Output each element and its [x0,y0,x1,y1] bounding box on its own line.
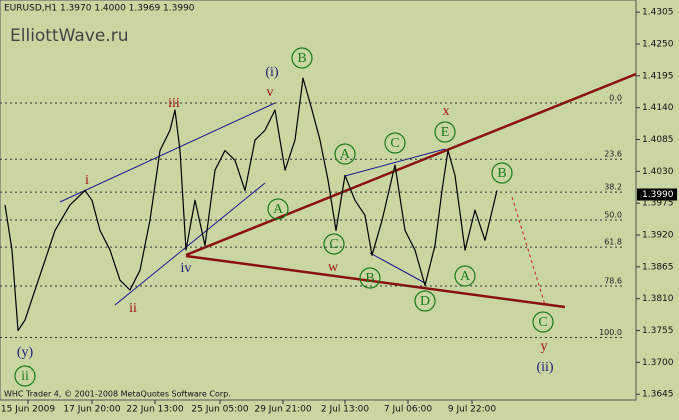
fib-label: 50.0 [604,210,622,219]
x-tick-label: 17 Jun 20:00 [63,405,120,415]
wave-circle [323,233,345,255]
last-price-label: 1.3990 [642,190,674,200]
wave-label: A [340,147,351,162]
wave-label: A [273,202,284,217]
wave-circle [434,121,456,143]
x-tick-label: 7 Jul 06:00 [384,405,433,415]
channel-line [59,102,276,203]
wave-circle [334,143,356,165]
wave-circle [291,47,313,69]
triangle-lower [185,254,566,309]
chart-title: EURUSD,H1 1.3970 1.4000 1.3969 1.3990 [4,4,195,14]
x-tick-label: 15 Jun 2009 [1,405,55,415]
y-tick-label: 1.4140 [642,103,674,113]
wave-label: C [538,315,547,330]
fib-label: 38.2 [604,183,622,192]
watermark: ElliottWave.ru [10,26,128,46]
x-tick-label: 2 Jul 13:00 [321,405,370,415]
trend-line [369,252,426,284]
wave-label: v [267,85,274,100]
x-tick-label: 25 Jun 05:00 [191,405,248,415]
footer: WHC Trader 4, © 2001-2008 MetaQuotes Sof… [4,390,231,399]
y-tick-label: 1.4305 [642,8,674,18]
wave-label: C [390,136,399,151]
price-line [4,77,498,332]
wave-label: A [460,269,471,284]
x-tick-label: 22 Jun 13:00 [126,405,183,415]
wave-circle [414,290,436,312]
wave-label: B [497,166,506,181]
y-tick-label: 1.3920 [642,231,674,241]
wave-label: (y) [17,345,34,360]
wave-label: C [329,237,338,252]
wave-circle [454,265,476,287]
wave-circle [267,198,289,220]
y-tick-label: 1.3700 [642,358,674,368]
fib-label: 100.0 [599,328,622,337]
y-tick-label: 1.3755 [642,326,674,336]
wave-circle [359,267,381,289]
wave-circle [532,311,554,333]
y-tick-label: 1.4250 [642,39,674,49]
wave-circle [14,365,36,387]
channel-line [114,182,266,306]
wave-label: B [297,51,306,66]
fib-label: 78.6 [604,276,622,285]
wave-label: (ii) [536,360,553,375]
fib-label: 61.8 [604,238,622,247]
wave-label: ii [129,301,137,316]
trend-line [344,148,446,177]
y-tick-label: 1.4085 [642,135,674,145]
fib-label: 23.6 [604,150,622,159]
wave-label: iv [181,261,192,276]
wave-label: iii [168,96,180,111]
wave-label: y [541,339,548,354]
x-tick-label: 9 Jul 22:00 [448,405,497,415]
x-tick-label: 29 Jun 21:00 [254,405,311,415]
wave-label: D [420,294,430,309]
wave-label: B [365,271,374,286]
projection-line [511,196,546,306]
y-tick-label: 1.4195 [642,71,674,81]
wave-circle [491,162,513,184]
plot-frame [0,0,637,401]
fib-label: 0.0 [609,94,622,103]
y-tick-label: 1.4030 [642,167,674,177]
triangle-upper [185,72,637,257]
wave-label: E [441,125,450,140]
wave-label: i [85,173,89,188]
last-price-box [637,188,677,201]
wave-label: x [443,104,450,119]
y-tick-label: 1.3975 [642,199,674,209]
wave-label: (i) [265,65,279,80]
wave-label: ii [21,369,29,384]
y-tick-label: 1.3645 [642,390,674,400]
trendlines [59,72,637,309]
y-tick-label: 1.3865 [642,262,674,272]
wave-circle [384,132,406,154]
y-tick-label: 1.3810 [642,294,674,304]
wave-label: w [328,260,339,275]
